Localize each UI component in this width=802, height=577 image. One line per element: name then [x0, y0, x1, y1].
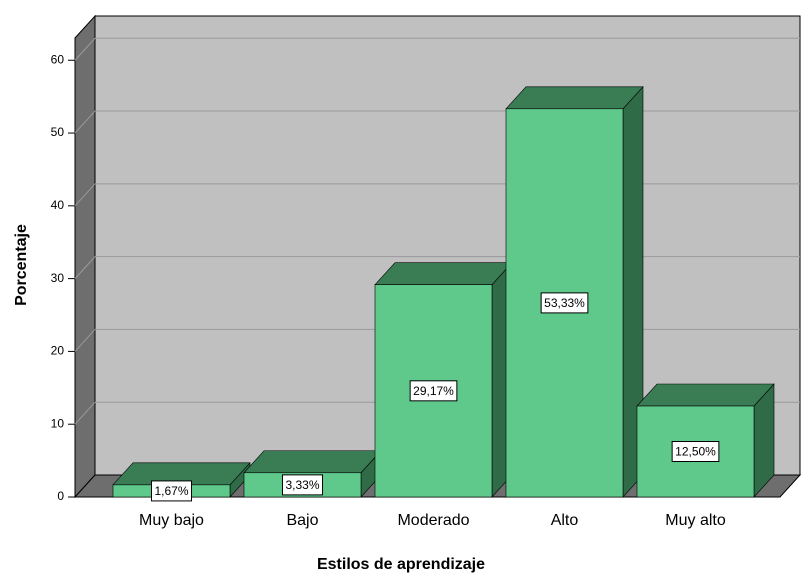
grid-line [74, 183, 96, 207]
value-label: 53,33% [544, 296, 585, 310]
value-label-box [671, 441, 720, 463]
bar-top [243, 450, 382, 474]
y-tick-label: 50 [51, 125, 65, 139]
value-label: 1,67% [154, 484, 188, 498]
value-label-box [281, 474, 324, 496]
y-axis-title: Porcentaje [13, 224, 30, 306]
x-tick-label: Muy bajo [139, 512, 204, 529]
value-label-box [540, 292, 589, 314]
value-label-box [150, 480, 193, 502]
y-tick-label: 60 [51, 52, 65, 66]
x-tick-label: Moderado [397, 512, 469, 529]
grid-line [74, 256, 96, 279]
grid-line [74, 110, 96, 134]
grid-line [74, 37, 96, 61]
y-tick-label: 0 [57, 489, 64, 503]
side-wall [74, 14, 96, 499]
x-axis-title: Estilos de aprendizaje [317, 556, 485, 573]
grid-line [74, 329, 96, 352]
y-tick-label: 10 [51, 416, 65, 430]
value-label: 29,17% [413, 384, 454, 398]
x-tick-label: Muy alto [665, 512, 726, 529]
grid-line [74, 401, 96, 425]
value-label-box [409, 380, 458, 402]
x-tick-label: Bajo [286, 512, 318, 529]
value-label: 12,50% [675, 445, 716, 459]
value-label: 3,33% [285, 478, 319, 492]
bar-top [374, 262, 513, 285]
x-tick-label: Alto [551, 512, 579, 529]
bar-top [636, 383, 775, 407]
y-tick-label: 30 [51, 271, 65, 285]
y-tick-label: 40 [51, 198, 65, 212]
y-tick-label: 20 [51, 344, 65, 358]
bar-top [505, 86, 644, 110]
